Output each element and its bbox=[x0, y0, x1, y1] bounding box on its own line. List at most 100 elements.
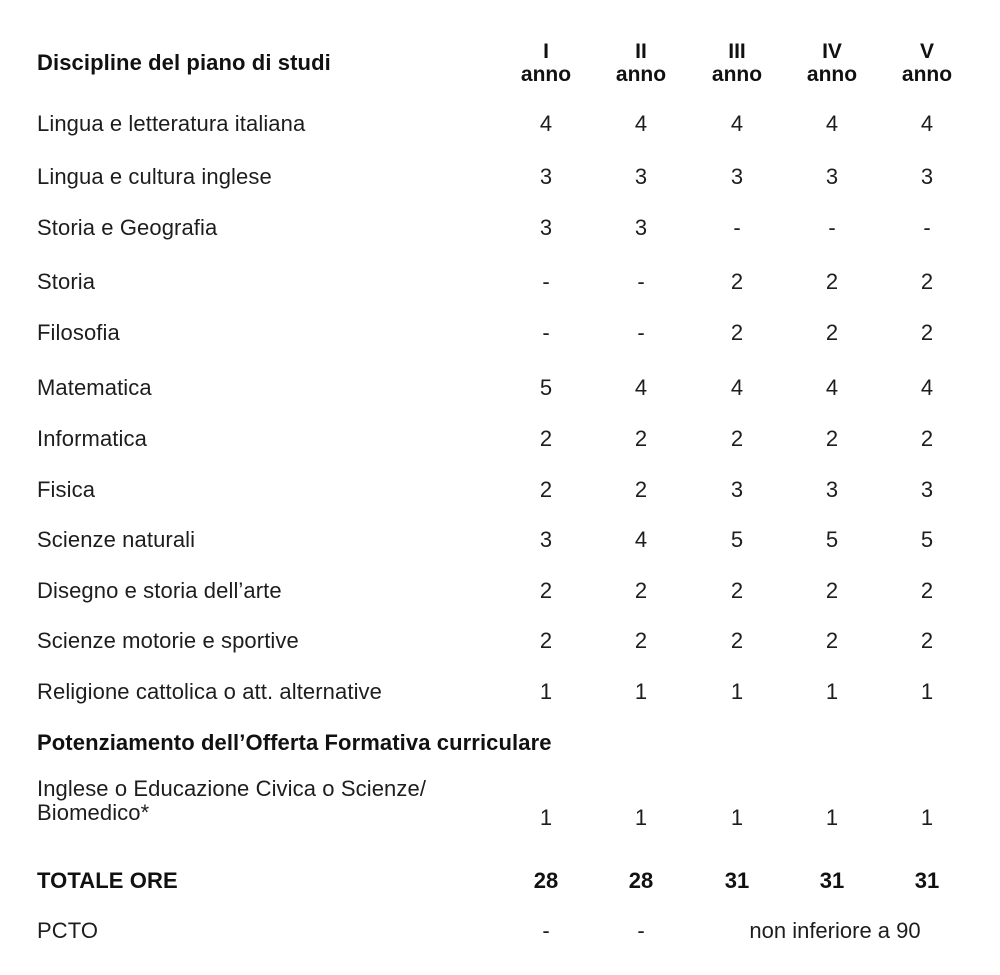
hours-cell: 4 bbox=[539, 111, 553, 136]
table-row: Fisica 2 2 3 3 3 bbox=[0, 477, 1000, 517]
hours-cell: 1 bbox=[825, 805, 839, 830]
year-header-4: IV anno bbox=[787, 40, 877, 86]
section-title: Potenziamento dell’Offerta Formativa cur… bbox=[37, 730, 552, 755]
hours-cell: 2 bbox=[920, 320, 934, 345]
hours-cell: 4 bbox=[920, 375, 934, 400]
hours-cell: - bbox=[542, 918, 550, 943]
subject-name: Fisica bbox=[37, 477, 96, 502]
hours-cell: 2 bbox=[825, 320, 839, 345]
hours-cell: 5 bbox=[730, 527, 744, 552]
total-label: TOTALE ORE bbox=[37, 868, 178, 893]
hours-cell: 3 bbox=[920, 164, 934, 189]
year-word: anno bbox=[615, 63, 667, 86]
total-cell: 31 bbox=[819, 868, 845, 893]
hours-cell: 2 bbox=[825, 578, 839, 603]
table-row: Disegno e storia dell’arte 2 2 2 2 2 bbox=[0, 578, 1000, 618]
year-roman: IV bbox=[822, 40, 842, 63]
hours-cell: 1 bbox=[539, 679, 553, 704]
pcto-row: PCTO - - non inferiore a 90 bbox=[0, 918, 1000, 958]
hours-cell: - bbox=[637, 269, 645, 294]
table-row: Inglese o Educazione Civica o Scienze/ B… bbox=[0, 777, 1000, 837]
hours-cell: 2 bbox=[730, 426, 744, 451]
subject-name: Scienze naturali bbox=[37, 527, 196, 552]
hours-cell: 2 bbox=[920, 269, 934, 294]
hours-cell: 4 bbox=[825, 111, 839, 136]
table-row: Religione cattolica o att. alternative 1… bbox=[0, 679, 1000, 719]
year-word: anno bbox=[806, 63, 858, 86]
hours-cell: 4 bbox=[634, 527, 648, 552]
hours-cell: 4 bbox=[634, 375, 648, 400]
subject-line-2: Biomedico* bbox=[37, 800, 150, 825]
hours-cell: 3 bbox=[539, 164, 553, 189]
hours-cell: 2 bbox=[825, 426, 839, 451]
hours-cell: 5 bbox=[539, 375, 553, 400]
hours-cell: 2 bbox=[920, 578, 934, 603]
hours-cell: 2 bbox=[634, 628, 648, 653]
year-word: anno bbox=[520, 63, 572, 86]
year-word: anno bbox=[711, 63, 763, 86]
year-roman: V bbox=[919, 40, 934, 63]
hours-cell: 5 bbox=[825, 527, 839, 552]
year-roman: II bbox=[635, 40, 647, 63]
table-row: Storia e Geografia 3 3 - - - bbox=[0, 215, 1000, 255]
table-row: Scienze naturali 3 4 5 5 5 bbox=[0, 527, 1000, 567]
hours-cell: 2 bbox=[730, 320, 744, 345]
year-roman: III bbox=[728, 40, 746, 63]
year-header-2: II anno bbox=[596, 40, 686, 86]
hours-cell: 3 bbox=[539, 527, 553, 552]
table-row: Scienze motorie e sportive 2 2 2 2 2 bbox=[0, 628, 1000, 668]
hours-cell: 2 bbox=[539, 426, 553, 451]
hours-cell: 3 bbox=[634, 215, 648, 240]
hours-cell: 2 bbox=[825, 628, 839, 653]
hours-cell: 2 bbox=[730, 628, 744, 653]
hours-cell: 2 bbox=[634, 426, 648, 451]
hours-cell: 1 bbox=[920, 679, 934, 704]
subject-name: Disegno e storia dell’arte bbox=[37, 578, 282, 603]
subject-line-1: Inglese o Educazione Civica o Scienze/ bbox=[37, 776, 427, 801]
hours-cell: - bbox=[542, 320, 550, 345]
hours-cell: - bbox=[828, 215, 836, 240]
hours-cell: 2 bbox=[539, 628, 553, 653]
hours-cell: 4 bbox=[730, 111, 744, 136]
year-header-1: I anno bbox=[501, 40, 591, 86]
subject-name: Lingua e letteratura italiana bbox=[37, 111, 306, 136]
hours-cell: 3 bbox=[825, 164, 839, 189]
subject-name: Storia e Geografia bbox=[37, 215, 218, 240]
hours-cell: - bbox=[542, 269, 550, 294]
hours-cell: 2 bbox=[920, 426, 934, 451]
table-row: Informatica 2 2 2 2 2 bbox=[0, 426, 1000, 466]
total-row: TOTALE ORE 28 28 31 31 31 bbox=[0, 868, 1000, 908]
hours-cell: 3 bbox=[539, 215, 553, 240]
subject-name: Lingua e cultura inglese bbox=[37, 164, 272, 189]
total-cell: 31 bbox=[914, 868, 940, 893]
hours-cell: 4 bbox=[634, 111, 648, 136]
hours-cell: 2 bbox=[634, 578, 648, 603]
hours-cell: 1 bbox=[730, 805, 744, 830]
subject-name: Inglese o Educazione Civica o Scienze/ B… bbox=[37, 777, 497, 825]
hours-cell: 3 bbox=[730, 164, 744, 189]
hours-cell: - bbox=[923, 215, 931, 240]
hours-cell: 3 bbox=[730, 477, 744, 502]
hours-cell: 3 bbox=[920, 477, 934, 502]
hours-cell: 1 bbox=[920, 805, 934, 830]
table-header: Discipline del piano di studi I anno II … bbox=[0, 40, 1000, 90]
year-header-3: III anno bbox=[692, 40, 782, 86]
subject-name: Informatica bbox=[37, 426, 147, 451]
hours-cell: 5 bbox=[920, 527, 934, 552]
year-roman: I bbox=[543, 40, 549, 63]
hours-cell: 1 bbox=[825, 679, 839, 704]
hours-cell: 2 bbox=[825, 269, 839, 294]
hours-cell: 4 bbox=[920, 111, 934, 136]
hours-cell: 2 bbox=[920, 628, 934, 653]
hours-cell: 2 bbox=[634, 477, 648, 502]
pcto-note: non inferiore a 90 bbox=[749, 918, 921, 943]
hours-cell: 2 bbox=[539, 477, 553, 502]
hours-cell: - bbox=[637, 918, 645, 943]
total-cell: 28 bbox=[533, 868, 559, 893]
hours-cell: 1 bbox=[634, 679, 648, 704]
hours-cell: 2 bbox=[730, 578, 744, 603]
subject-name: Matematica bbox=[37, 375, 152, 400]
pcto-label: PCTO bbox=[37, 918, 99, 943]
hours-cell: 2 bbox=[539, 578, 553, 603]
